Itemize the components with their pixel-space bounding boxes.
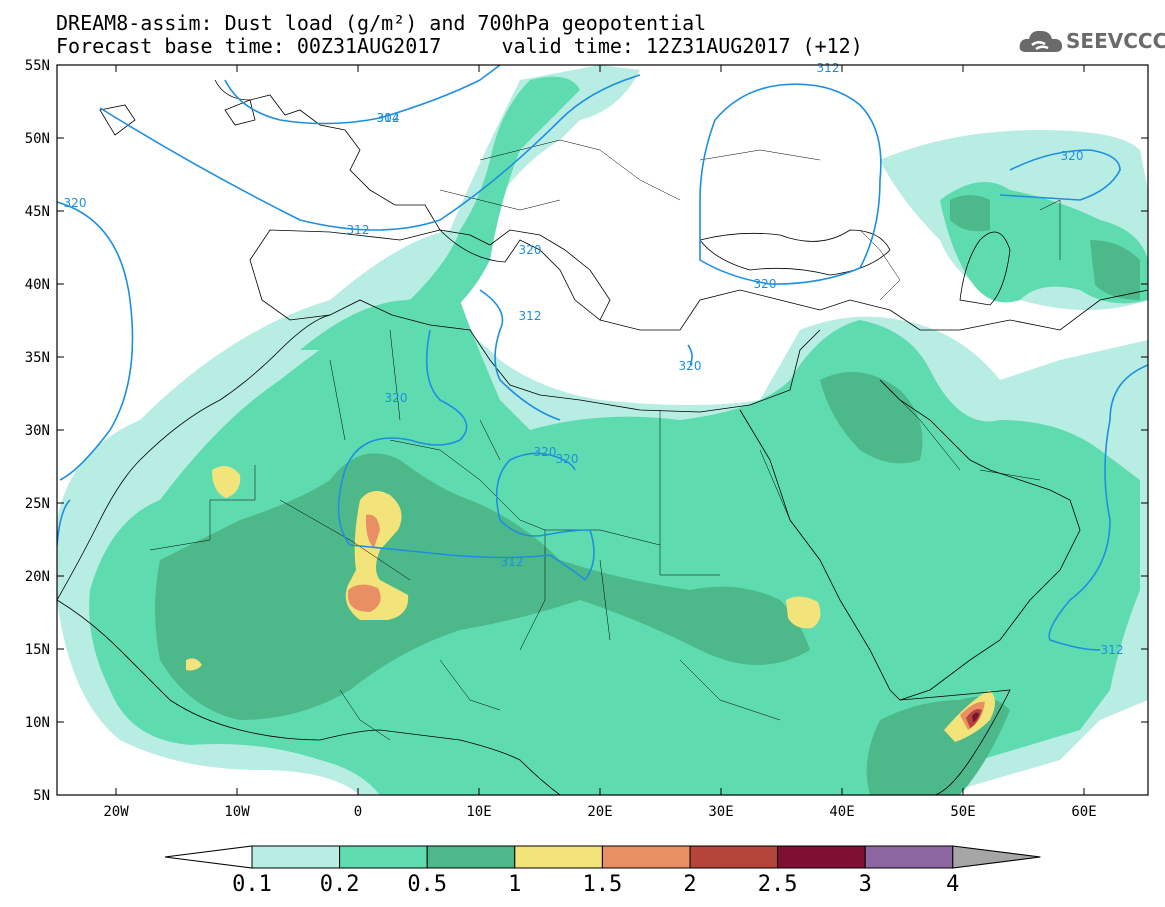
colorbar-swatch: [777, 845, 866, 869]
lat-tick-label: 30N: [25, 423, 50, 439]
lon-tick-label: 0: [354, 804, 362, 820]
map-title: DREAM8-assim: Dust load (g/m²) and 700hP…: [56, 11, 707, 35]
contour-label: 312: [1101, 643, 1124, 657]
colorbar-label: 1: [508, 872, 522, 897]
lon-tick-label: 20E: [587, 804, 612, 820]
geopotential-contours: [57, 65, 1148, 651]
colorbar-swatch: [601, 845, 691, 869]
lat-tick-label: 45N: [25, 204, 50, 220]
contour-label: 312: [501, 555, 524, 569]
colorbar-max-arrow: [952, 845, 1041, 869]
contour-label: 320: [534, 445, 557, 459]
lon-tick-label: 10W: [224, 804, 250, 820]
axis-ticks: 55N 50N 45N 40N 35N 30N 25N 20N 15N 10N 5N 20W 10W 0 1…: [25, 58, 1148, 820]
contour-label: 320: [64, 196, 87, 210]
lat-tick-label: 20N: [25, 569, 50, 585]
contour-label: 312: [377, 111, 400, 125]
logo-text: SEEVCCC: [1066, 29, 1165, 53]
country-borders: [149, 139, 1061, 741]
lon-tick-label: 30E: [708, 804, 733, 820]
colorbar-min-arrow: [164, 845, 253, 869]
colorbar-label: 0.2: [319, 872, 360, 897]
colorbar-swatch: [426, 845, 516, 869]
colorbar-label: 3: [858, 872, 872, 897]
lon-tick-label: 10E: [466, 804, 491, 820]
colorbar-swatch: [864, 845, 954, 869]
lat-tick-label: 25N: [25, 496, 50, 512]
contour-label: 320: [754, 277, 777, 291]
colorbar-swatch: [251, 845, 341, 869]
lat-tick-label: 5N: [33, 788, 50, 804]
colorbar-swatch: [689, 845, 779, 869]
contour-label: 304: [377, 111, 400, 125]
colorbar-label: 1.5: [582, 872, 623, 897]
lat-tick-label: 10N: [25, 715, 50, 731]
lon-tick-label: 20W: [103, 804, 129, 820]
lon-tick-label: 50E: [950, 804, 975, 820]
seevccc-logo: SEEVCCC: [1018, 26, 1165, 56]
contour-label: 312: [519, 309, 542, 323]
colorbar-label: 0.5: [407, 872, 448, 897]
colorbar-swatch: [514, 845, 603, 869]
lat-tick-label: 50N: [25, 131, 50, 147]
colorbar-swatch: [339, 845, 428, 869]
lon-tick-label: 40E: [829, 804, 854, 820]
contour-label: 320: [1061, 149, 1084, 163]
lat-tick-label: 35N: [25, 350, 50, 366]
contour-label: 312: [347, 223, 370, 237]
contour-label: 320: [385, 391, 408, 405]
colorbar-label: 4: [946, 872, 960, 897]
colorbar-label: 2: [683, 872, 697, 897]
lon-tick-label: 60E: [1071, 804, 1096, 820]
map-subtitle: Forecast base time: 00Z31AUG2017 valid t…: [56, 34, 863, 58]
dust-load-field: [57, 65, 1148, 795]
lat-tick-label: 55N: [25, 58, 50, 74]
lat-tick-label: 15N: [25, 642, 50, 658]
contour-label: 320: [519, 243, 542, 257]
contour-label: 320: [679, 359, 702, 373]
colorbar-label: 2.5: [757, 872, 798, 897]
colorbar-label: 0.1: [232, 872, 272, 897]
cloud-icon: [1019, 30, 1063, 52]
lat-tick-label: 40N: [25, 277, 50, 293]
contour-label: 320: [556, 452, 579, 466]
